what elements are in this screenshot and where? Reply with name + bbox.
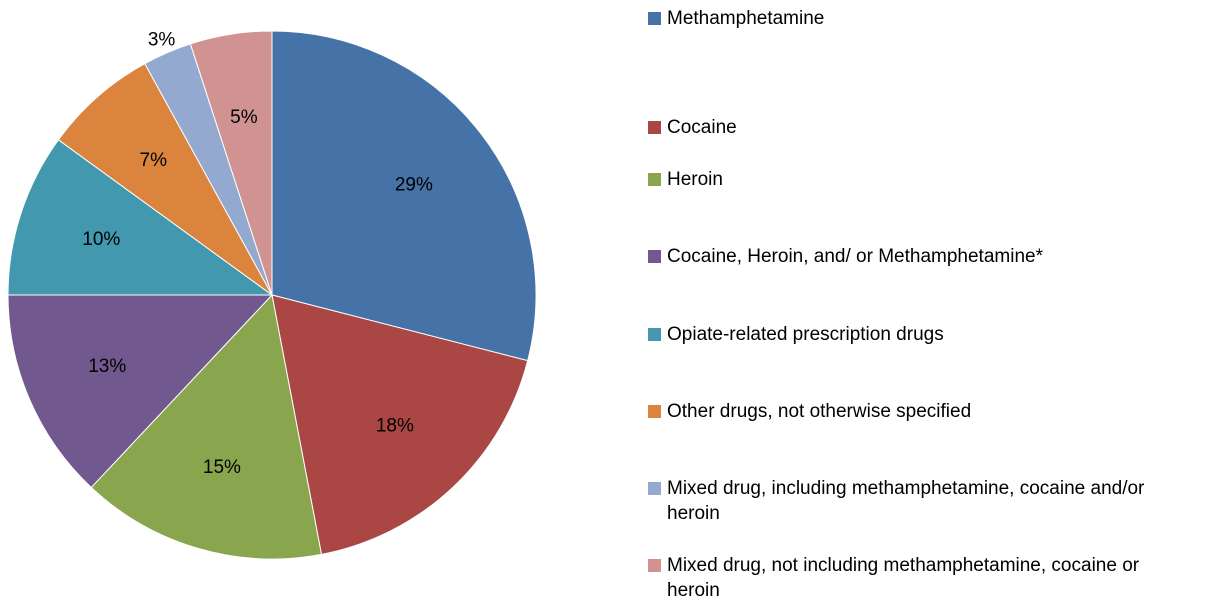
pie-slice-opiate-related-prescription-drugs	[7, 139, 274, 296]
legend-item-methamphetamine: Methamphetamine	[648, 6, 1187, 31]
legend-swatch	[648, 559, 661, 572]
legend-swatch	[648, 482, 661, 495]
data-label-mixed-drug-not-including-methamphetamine-cocaine-or-heroin: 5%	[230, 107, 258, 128]
legend-label: Cocaine, Heroin, and/ or Methamphetamine…	[667, 246, 1043, 267]
legend-item-cocaine: Cocaine	[648, 115, 1187, 140]
legend-item-other-drugs-not-otherwise-specified: Other drugs, not otherwise specified	[648, 399, 1187, 424]
legend-swatch	[648, 328, 661, 341]
data-label-cocaine: 18%	[376, 415, 414, 436]
legend-swatch	[648, 405, 661, 418]
legend-label: Mixed drug, not including methamphetamin…	[667, 555, 1140, 601]
pie-slice-other-drugs-not-otherwise-specified	[57, 62, 273, 296]
legend-item-heroin: Heroin	[648, 167, 1187, 192]
pie-slice-cocaine	[271, 294, 529, 555]
chart-legend: Methamphetamine Cocaine Heroin Cocaine, Her…	[648, 0, 1230, 616]
data-label-cocaine-heroin-and-or-methamphetamine: 13%	[88, 356, 126, 377]
pie-slice-cocaine-heroin-and-or-methamphetamine	[7, 294, 274, 489]
legend-item-opiate-related-prescription-drugs: Opiate-related prescription drugs	[648, 322, 1187, 347]
legend-swatch	[648, 121, 661, 134]
legend-swatch	[648, 12, 661, 25]
pie-slice-heroin	[90, 293, 323, 560]
data-label-other-drugs-not-otherwise-specified: 7%	[140, 150, 168, 171]
legend-item-cocaine-heroin-and-or-methamphetamine: Cocaine, Heroin, and/ or Methamphetamine…	[648, 244, 1187, 269]
legend-label: Cocaine	[667, 117, 737, 138]
data-label-methamphetamine: 29%	[395, 174, 433, 195]
legend-item-mixed-drug-including-methamphetamine-cocaine-and-or-heroin: Mixed drug, including methamphetamine, c…	[648, 476, 1187, 526]
legend-label: Other drugs, not otherwise specified	[667, 401, 972, 422]
legend-swatch	[648, 250, 661, 263]
legend-swatch	[648, 173, 661, 186]
data-label-heroin: 15%	[203, 457, 241, 478]
pie-slice-methamphetamine	[271, 30, 537, 362]
data-label-opiate-related-prescription-drugs: 10%	[82, 229, 120, 250]
legend-label: Opiate-related prescription drugs	[667, 324, 944, 345]
legend-item-mixed-drug-not-including-methamphetamine-cocaine-or-heroin: Mixed drug, not including methamphetamin…	[648, 553, 1187, 603]
legend-label: Mixed drug, including methamphetamine, c…	[667, 478, 1145, 524]
pie-slice-mixed-drug-not-including-methamphetamine-cocaine-or-heroin	[189, 30, 273, 296]
legend-label: Methamphetamine	[667, 8, 825, 29]
data-label-mixed-drug-including-methamphetamine-cocaine-and-or-heroin: 3%	[148, 29, 176, 50]
legend-label: Heroin	[667, 169, 723, 190]
